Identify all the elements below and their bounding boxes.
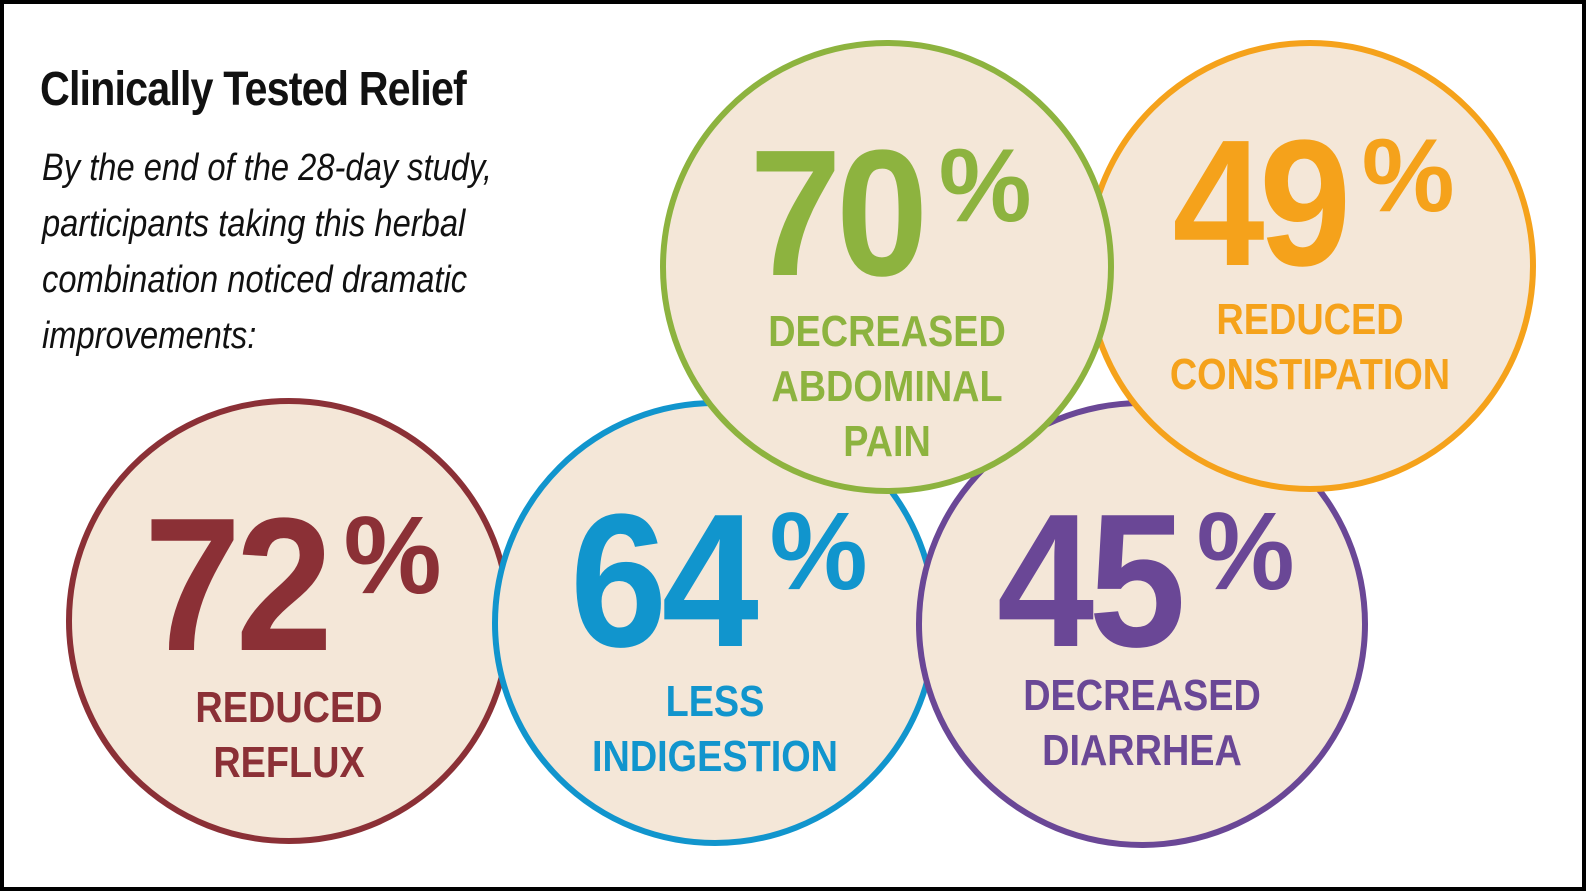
stat-label-constipation: REDUCED CONSTIPATION	[1169, 295, 1451, 399]
stat-circle-abdominal-pain: 70% DECREASED ABDOMINAL PAIN	[660, 40, 1114, 494]
stat-circle-constipation: 49% REDUCED CONSTIPATION	[1084, 40, 1536, 492]
intro-text: By the end of the 28-day study, particip…	[42, 147, 492, 357]
stat-value-abdominal-pain: 70%	[749, 113, 1032, 314]
stat-label-indigestion: LESS INDIGESTION	[592, 677, 838, 781]
page-title: Clinically Tested Relief	[40, 63, 467, 116]
stat-label-abdominal-pain: DECREASED ABDOMINAL PAIN	[768, 307, 1006, 466]
stat-value-reflux: 72%	[144, 479, 442, 691]
stat-value-diarrhea: 45%	[997, 475, 1295, 687]
stat-circle-reflux: 72% REDUCED REFLUX	[66, 398, 512, 844]
stat-value-indigestion: 64%	[570, 475, 868, 687]
stat-value-constipation: 49%	[1172, 103, 1455, 304]
stat-circle-diarrhea: 45% DECREASED DIARRHEA	[916, 400, 1368, 848]
stat-label-diarrhea: DECREASED DIARRHEA	[1023, 671, 1261, 775]
stat-label-reflux: REDUCED REFLUX	[195, 683, 383, 787]
